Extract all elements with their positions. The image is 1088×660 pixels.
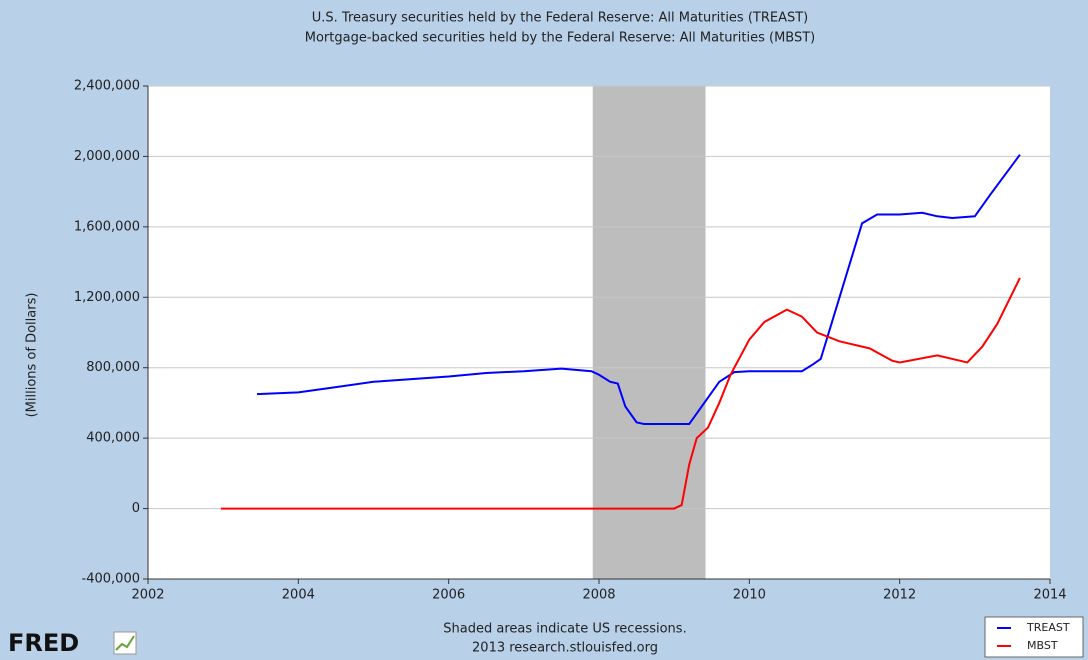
x-tick-label: 2008	[582, 588, 615, 603]
logo-icon	[113, 631, 137, 655]
chart-title: U.S. Treasury securities held by the Fed…	[312, 11, 809, 26]
x-tick-label: 2010	[733, 588, 766, 603]
chart-title: Mortgage-backed securities held by the F…	[305, 31, 816, 46]
y-tick-label: 1,600,000	[74, 219, 140, 234]
y-axis-label: (Millions of Dollars)	[25, 293, 40, 418]
x-tick-label: 2004	[282, 588, 315, 603]
footnote: 2013 research.stlouisfed.org	[472, 641, 658, 656]
x-tick-label: 2014	[1033, 588, 1066, 603]
y-tick-label: 2,400,000	[74, 79, 140, 94]
y-tick-label: 400,000	[86, 431, 140, 446]
y-tick-label: -400,000	[82, 572, 140, 587]
legend-label: TREAST	[1026, 621, 1070, 634]
series-line	[256, 154, 1021, 426]
recession-band	[592, 86, 706, 579]
logo: FRED	[8, 629, 79, 657]
x-tick-label: 2006	[432, 588, 465, 603]
legend: TREAST MBST	[997, 621, 1070, 652]
footnote: Shaded areas indicate US recessions.	[443, 622, 686, 637]
x-tick-label: 2002	[131, 588, 164, 603]
y-tick-label: 0	[132, 501, 140, 516]
series-line	[220, 277, 1021, 510]
y-tick-label: 1,200,000	[74, 290, 140, 305]
legend-label: MBST	[1027, 639, 1058, 652]
y-tick-label: 2,000,000	[74, 149, 140, 164]
x-tick-label: 2012	[883, 588, 916, 603]
y-tick-label: 800,000	[86, 360, 140, 375]
plot-layer	[143, 85, 1051, 584]
legend-box	[984, 616, 1084, 658]
